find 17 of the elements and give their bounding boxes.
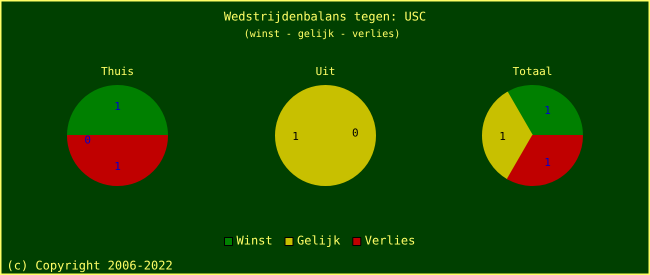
data-label: 1 bbox=[292, 130, 299, 143]
data-label: 1 bbox=[544, 104, 551, 118]
text: (winst - gelijk - verlies) bbox=[244, 29, 400, 40]
chart-title: Thuis bbox=[100, 65, 134, 78]
data-label: 1 bbox=[114, 100, 121, 113]
chart-title: Uit bbox=[316, 65, 336, 78]
legend-label: Verlies bbox=[364, 234, 416, 248]
text: (c) Copyright 2006-2022 bbox=[6, 258, 173, 272]
text: 0 bbox=[352, 126, 359, 140]
data-label: 1 bbox=[499, 130, 506, 143]
legend-label: Winst bbox=[236, 234, 273, 248]
chart-title: Totaal bbox=[512, 65, 552, 78]
text: 0 bbox=[84, 134, 92, 147]
legend-label: Gelijk bbox=[297, 234, 342, 248]
text: Wedstrijdenbalans tegen: USC bbox=[224, 10, 426, 24]
data-label: 1 bbox=[114, 160, 121, 173]
data-label: 1 bbox=[544, 156, 551, 169]
